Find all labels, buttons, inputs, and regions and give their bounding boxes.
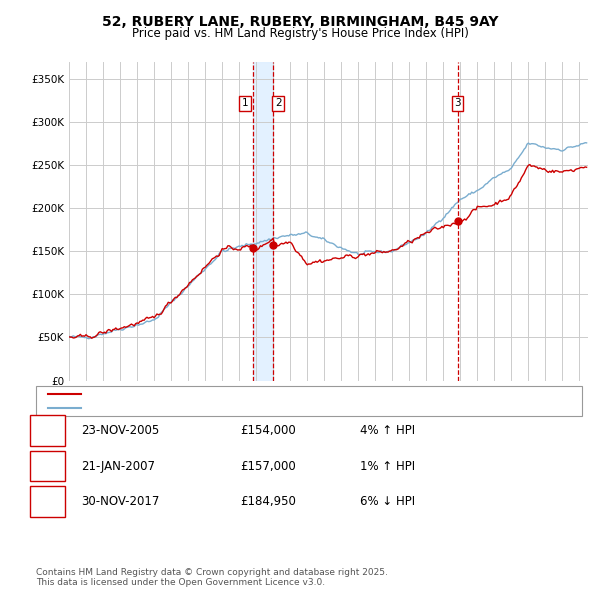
Text: 6% ↓ HPI: 6% ↓ HPI [360, 495, 415, 508]
Text: Contains HM Land Registry data © Crown copyright and database right 2025.
This d: Contains HM Land Registry data © Crown c… [36, 568, 388, 587]
Text: £154,000: £154,000 [240, 424, 296, 437]
Text: 21-JAN-2007: 21-JAN-2007 [81, 460, 155, 473]
Text: 52, RUBERY LANE, RUBERY, BIRMINGHAM, B45 9AY (semi-detached house): 52, RUBERY LANE, RUBERY, BIRMINGHAM, B45… [84, 389, 472, 399]
Text: £157,000: £157,000 [240, 460, 296, 473]
Text: 3: 3 [44, 495, 51, 508]
Text: 23-NOV-2005: 23-NOV-2005 [81, 424, 159, 437]
Text: £184,950: £184,950 [240, 495, 296, 508]
Text: 4% ↑ HPI: 4% ↑ HPI [360, 424, 415, 437]
Text: 1% ↑ HPI: 1% ↑ HPI [360, 460, 415, 473]
Text: 2: 2 [275, 99, 281, 109]
Text: 52, RUBERY LANE, RUBERY, BIRMINGHAM, B45 9AY: 52, RUBERY LANE, RUBERY, BIRMINGHAM, B45… [102, 15, 498, 29]
Text: Price paid vs. HM Land Registry's House Price Index (HPI): Price paid vs. HM Land Registry's House … [131, 27, 469, 40]
Text: 1: 1 [44, 424, 51, 437]
Text: 2: 2 [44, 460, 51, 473]
Text: 3: 3 [454, 99, 461, 109]
Text: 30-NOV-2017: 30-NOV-2017 [81, 495, 160, 508]
Bar [253, 62, 273, 381]
Text: 1: 1 [242, 99, 248, 109]
Text: HPI: Average price, semi-detached house, Birmingham: HPI: Average price, semi-detached house,… [84, 403, 370, 412]
